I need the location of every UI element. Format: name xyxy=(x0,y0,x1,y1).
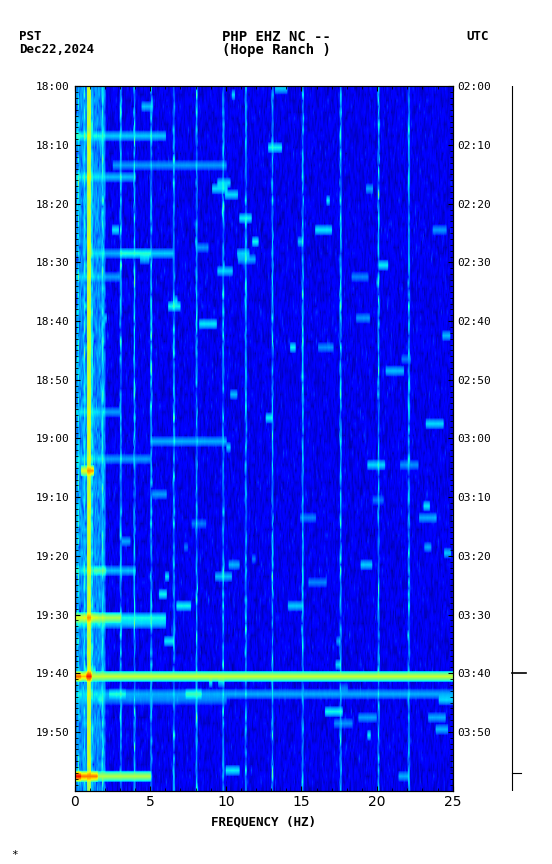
Text: PST: PST xyxy=(19,30,42,43)
Text: PHP EHZ NC --: PHP EHZ NC -- xyxy=(221,30,331,44)
Text: Dec22,2024: Dec22,2024 xyxy=(19,43,94,56)
Text: UTC: UTC xyxy=(466,30,489,43)
X-axis label: FREQUENCY (HZ): FREQUENCY (HZ) xyxy=(211,815,316,828)
Text: *: * xyxy=(11,849,18,860)
Text: (Hope Ranch ): (Hope Ranch ) xyxy=(221,43,331,57)
